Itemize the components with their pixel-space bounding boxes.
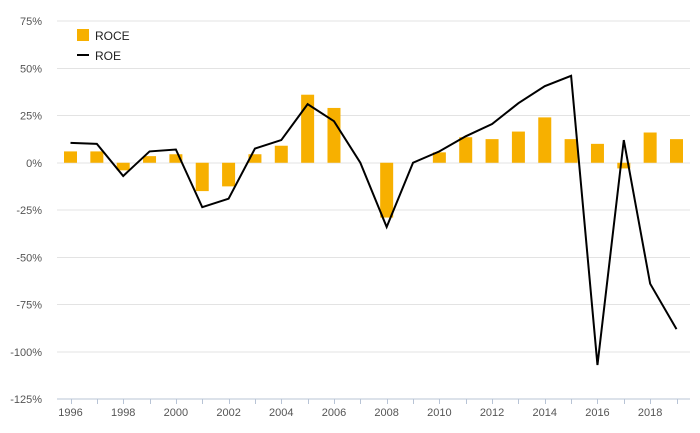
- line-roe: [70, 74, 678, 366]
- legend-swatch-roce: [77, 29, 89, 41]
- legend-label-roce: ROCE: [95, 29, 130, 43]
- x-tick-label: 2002: [216, 407, 240, 419]
- x-tick-label: 2006: [322, 407, 346, 419]
- bar-roce: [564, 139, 578, 163]
- bar-roce: [511, 131, 525, 163]
- legend: ROCE ROE: [77, 29, 130, 63]
- x-tick-label: 2008: [374, 407, 398, 419]
- y-tick-label: 0%: [26, 158, 42, 170]
- bar-roce: [248, 154, 262, 163]
- x-tick-label: 1998: [111, 407, 135, 419]
- x-tick-label: 2010: [427, 407, 451, 419]
- bar-roce: [274, 145, 288, 163]
- bar-roce: [222, 162, 236, 187]
- y-tick-label: -50%: [16, 252, 42, 264]
- y-tick-label: 25%: [20, 111, 42, 123]
- x-tick-label: 2014: [533, 407, 557, 419]
- y-tick-label: -75%: [16, 300, 42, 312]
- bar-roce: [301, 94, 315, 163]
- y-tick-label: -125%: [10, 394, 42, 406]
- y-tick-label: -100%: [10, 347, 42, 359]
- x-tick-label: 2016: [585, 407, 609, 419]
- bar-roce: [617, 162, 631, 169]
- gridlines: [57, 20, 690, 353]
- y-tick-label: 75%: [20, 16, 42, 28]
- bar-roce: [116, 162, 130, 171]
- bar-roce: [538, 117, 552, 163]
- bar-roce: [485, 139, 499, 163]
- bar-roce: [380, 162, 394, 218]
- bar-roce: [432, 152, 446, 163]
- bar-roce: [90, 151, 104, 163]
- axes: 75% 50% 25% 0% -25% -50% -75% -100% -125% 1996 199…: [10, 16, 690, 419]
- bar-roce: [169, 154, 183, 163]
- x-tick-label: 1996: [58, 407, 82, 419]
- x-tick-label: 2018: [638, 407, 662, 419]
- roce-bars: [64, 94, 683, 218]
- bar-roce: [327, 107, 341, 163]
- roe-line-group: [70, 74, 678, 366]
- bar-roce: [459, 137, 473, 163]
- bar-roce: [143, 156, 157, 163]
- y-tick-label: 50%: [20, 63, 42, 75]
- bar-roce: [64, 151, 77, 163]
- bar-roce: [670, 139, 683, 163]
- x-tick-label: 2000: [164, 407, 188, 419]
- bar-roce: [590, 143, 604, 163]
- x-tick-label: 2004: [269, 407, 293, 419]
- y-tick-label: -25%: [16, 205, 42, 217]
- x-tick-label: 2012: [480, 407, 504, 419]
- legend-label-roe: ROE: [95, 49, 121, 63]
- bar-roce: [643, 132, 657, 163]
- bar-roce: [195, 162, 209, 192]
